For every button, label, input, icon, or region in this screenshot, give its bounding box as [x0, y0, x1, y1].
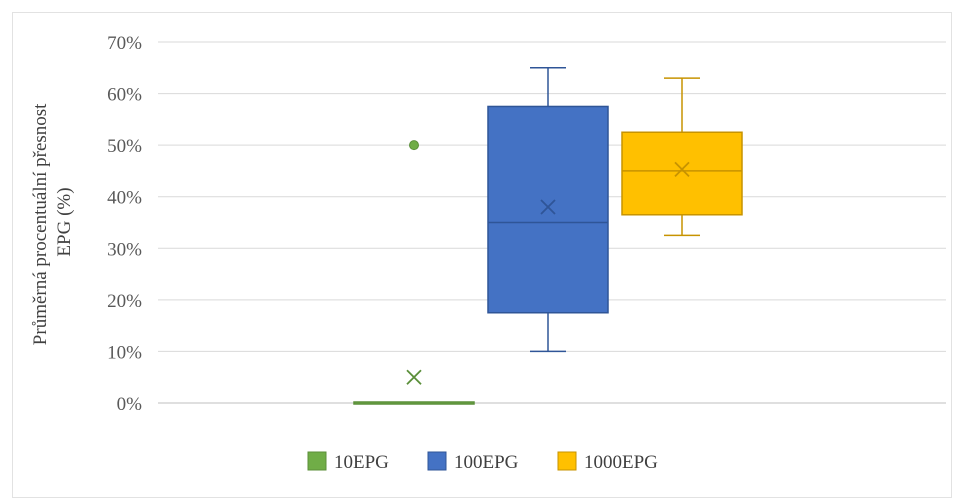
- y-tick-label-20: 20%: [107, 291, 142, 312]
- y-tick-label-40: 40%: [107, 188, 142, 209]
- legend-label-10EPG: 10EPG: [334, 452, 389, 473]
- y-tick-label-0: 0%: [117, 394, 143, 415]
- y-tick-label-50: 50%: [107, 136, 142, 157]
- box-10EPG: [353, 140, 475, 405]
- box-100EPG: [487, 67, 609, 353]
- mean-marker-1000EPG: [674, 161, 690, 178]
- y-axis-label-line-2: EPG (%): [54, 187, 75, 256]
- box-series: [353, 67, 743, 405]
- y-tick-label-30: 30%: [107, 239, 142, 260]
- legend: 10EPG 100EPG 1000EPG: [307, 451, 658, 473]
- box-body-1000EPG: [621, 131, 743, 216]
- y-axis-ticks: 0% 10% 20% 30% 40% 50% 60% 70%: [107, 33, 142, 415]
- y-tick-label-70: 70%: [107, 33, 142, 54]
- y-axis-label: Průměrná procentuální přesnost EPG (%): [30, 99, 75, 345]
- mean-marker-10EPG: [406, 369, 422, 385]
- legend-label-100EPG: 100EPG: [454, 452, 519, 473]
- mean-marker-100EPG: [540, 199, 556, 215]
- y-axis-label-line-1: Průměrná procentuální přesnost: [30, 103, 51, 345]
- legend-swatch-100EPG: [427, 451, 447, 471]
- outlier-10EPG-0: [409, 140, 419, 151]
- chart-frame: [12, 12, 952, 498]
- y-tick-label-60: 60%: [107, 85, 142, 106]
- legend-swatch-10EPG: [307, 451, 327, 471]
- box-body-100EPG: [487, 105, 609, 314]
- legend-label-1000EPG: 1000EPG: [584, 452, 658, 473]
- y-tick-label-10: 10%: [107, 342, 142, 363]
- box-1000EPG: [621, 77, 743, 237]
- legend-swatch-1000EPG: [557, 451, 577, 471]
- box-body-10EPG: [353, 401, 475, 405]
